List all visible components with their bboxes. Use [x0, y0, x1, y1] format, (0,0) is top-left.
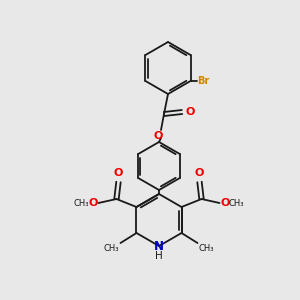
Text: O: O: [220, 198, 230, 208]
Text: O: O: [114, 168, 123, 178]
Text: N: N: [154, 239, 164, 253]
Text: CH₃: CH₃: [229, 199, 244, 208]
Text: O: O: [88, 198, 98, 208]
Text: O: O: [195, 168, 204, 178]
Text: CH₃: CH₃: [74, 199, 89, 208]
Text: O: O: [185, 107, 194, 117]
Text: Br: Br: [197, 76, 210, 86]
Text: O: O: [153, 131, 163, 141]
Text: CH₃: CH₃: [199, 244, 214, 253]
Text: H: H: [155, 251, 163, 261]
Text: CH₃: CH₃: [104, 244, 119, 253]
